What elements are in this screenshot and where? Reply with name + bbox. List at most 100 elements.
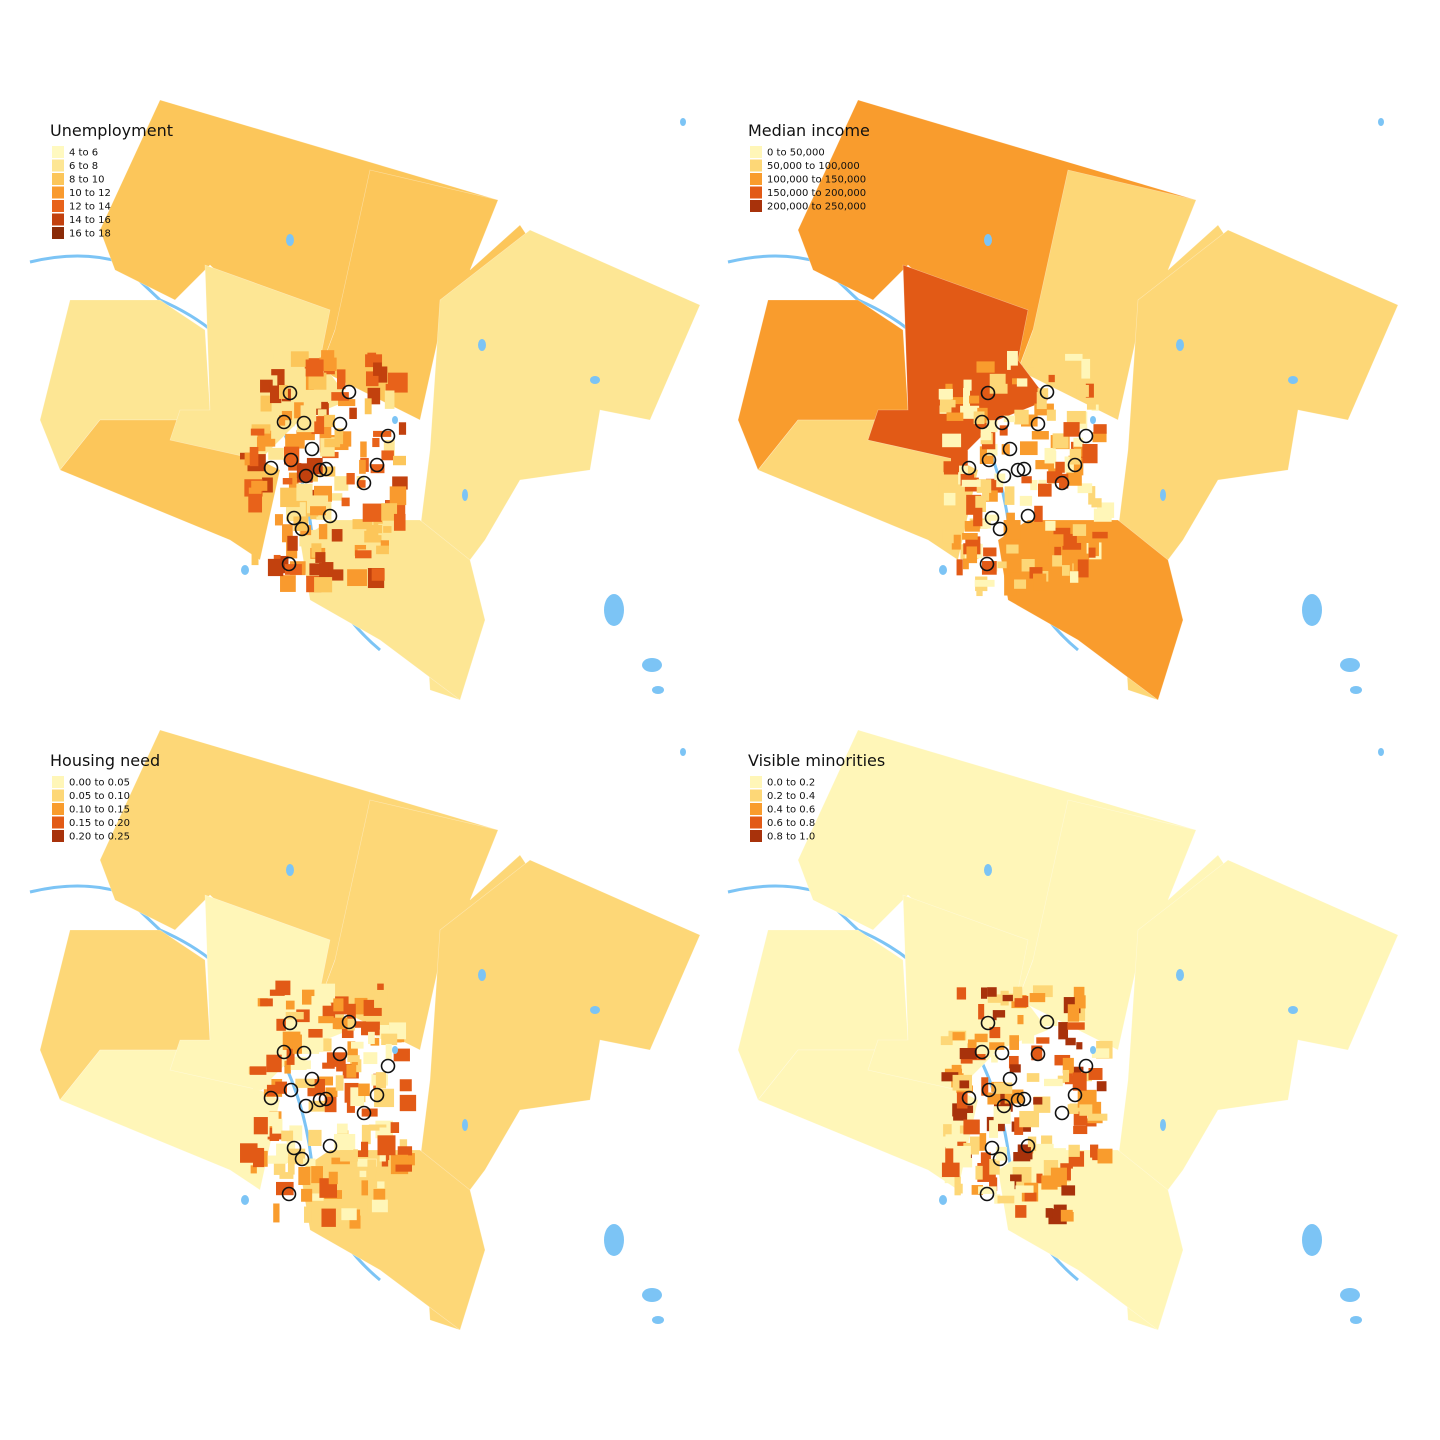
tract	[1052, 433, 1069, 449]
tract	[346, 1099, 355, 1113]
site-marker	[981, 1082, 997, 1098]
tract	[324, 438, 341, 448]
tract	[390, 1122, 400, 1133]
tract	[973, 507, 983, 527]
tract	[334, 428, 344, 445]
tract	[1067, 1004, 1080, 1022]
tract	[1060, 1209, 1074, 1222]
site-marker	[356, 1105, 372, 1121]
tract	[397, 1146, 413, 1156]
legend-label: 0 to 50,000	[767, 148, 825, 159]
tract	[1091, 1048, 1110, 1058]
tract	[981, 519, 991, 529]
tract	[1053, 527, 1071, 535]
tract	[1003, 415, 1016, 423]
tract	[319, 466, 336, 477]
site-marker	[318, 461, 334, 477]
tract	[367, 1159, 377, 1174]
tract	[347, 1003, 356, 1020]
tract	[311, 543, 322, 558]
tract	[1038, 483, 1052, 497]
tract	[1064, 1075, 1078, 1085]
tract	[1052, 555, 1063, 567]
legend-title: Visible minorities	[748, 751, 885, 770]
tract	[380, 540, 389, 550]
tract	[364, 398, 372, 415]
site-marker	[276, 1044, 292, 1060]
tract	[1048, 531, 1064, 546]
tract	[269, 385, 282, 404]
tract	[960, 473, 975, 486]
tract	[256, 437, 266, 452]
tract	[1076, 532, 1092, 543]
legend-label: 12 to 14	[69, 202, 111, 213]
tract	[981, 1016, 991, 1026]
legend-swatch	[52, 213, 64, 226]
tract	[956, 559, 963, 576]
tract	[319, 563, 329, 580]
legend-label: 0.15 to 0.20	[69, 818, 130, 829]
tract	[999, 425, 1008, 436]
region	[867, 264, 1049, 461]
tract	[1085, 383, 1094, 398]
tract	[347, 1018, 355, 1031]
lake	[478, 339, 486, 351]
legend-swatch	[750, 803, 762, 815]
tract	[953, 1145, 971, 1164]
tract	[1051, 1148, 1066, 1160]
legend-label: 0.2 to 0.4	[767, 791, 815, 802]
tract	[978, 1004, 985, 1020]
site-marker	[1067, 1087, 1083, 1103]
site-marker	[283, 1082, 299, 1098]
site-marker	[332, 1046, 348, 1062]
site-marker	[341, 1014, 357, 1030]
tract	[295, 1078, 315, 1088]
tract	[373, 1188, 386, 1204]
lake	[1176, 969, 1184, 981]
site-marker	[1078, 1058, 1094, 1074]
tract	[361, 1180, 369, 1196]
site-marker	[304, 1071, 320, 1087]
site-marker	[980, 1015, 996, 1031]
tract	[377, 1181, 385, 1189]
tract	[368, 1124, 387, 1131]
tract	[1079, 1104, 1093, 1116]
legend-label: 50,000 to 100,000	[767, 161, 860, 172]
tract	[949, 397, 967, 405]
tract	[1077, 559, 1089, 578]
site-marker	[356, 475, 372, 491]
tract	[1069, 553, 1090, 561]
map-panel: Housing need 0.00 to 0.05 0.05 to 0.10 0.10…	[29, 729, 701, 1331]
site-marker	[282, 385, 298, 401]
tract	[336, 1123, 348, 1134]
tract	[393, 513, 406, 531]
tract	[945, 1146, 956, 1167]
map-panel: Visible minorities 0.0 to 0.2 0.2 to 0.4 0.…	[727, 729, 1399, 1331]
legend-swatch	[52, 146, 64, 158]
tract	[1046, 409, 1056, 421]
lake	[1340, 1288, 1360, 1302]
tract	[995, 1146, 1007, 1161]
site-marker	[281, 556, 297, 572]
tract	[321, 1208, 336, 1227]
tract	[939, 392, 952, 413]
tract	[292, 1034, 302, 1054]
legend-title: Median income	[748, 121, 870, 140]
legend-swatch	[750, 159, 762, 172]
tract	[959, 1047, 977, 1060]
tract	[305, 359, 324, 377]
legend-label: 200,000 to 250,000	[767, 202, 866, 213]
tract	[1096, 1081, 1107, 1092]
tract	[285, 1011, 304, 1020]
tract	[1021, 476, 1032, 484]
tract	[282, 478, 293, 485]
tract	[334, 476, 349, 491]
legend-swatch	[750, 200, 762, 212]
site-marker	[1016, 1091, 1032, 1107]
tract	[347, 569, 367, 587]
tract	[257, 430, 272, 442]
tract	[285, 1000, 295, 1010]
tract	[1066, 471, 1082, 486]
tract	[1002, 994, 1013, 1002]
tract	[1016, 378, 1028, 387]
